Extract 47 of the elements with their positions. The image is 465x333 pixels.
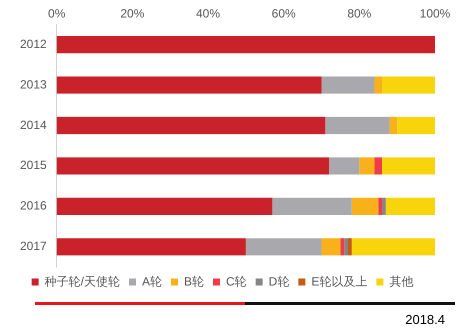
- x-tick-label: 100%: [420, 6, 451, 21]
- legend-label: C轮: [226, 274, 247, 288]
- bar: [352, 198, 378, 215]
- bar: [382, 198, 386, 215]
- bar: [56, 116, 326, 134]
- bar: [378, 198, 382, 215]
- bar: [322, 76, 374, 94]
- bar: [359, 157, 374, 175]
- legend-label: 其他: [389, 274, 414, 288]
- bar: [329, 157, 360, 175]
- bar: [348, 238, 352, 256]
- text: 2018.4: [405, 312, 445, 327]
- y-tick-label: 2012: [20, 36, 48, 51]
- bar: [56, 76, 322, 94]
- x-tick-label: 80%: [347, 6, 372, 21]
- bar: [390, 116, 398, 134]
- y-tick-label: 2017: [20, 239, 48, 254]
- y-tick-label: 2013: [20, 77, 48, 92]
- bar: [344, 238, 348, 256]
- y-tick-label: 2016: [20, 198, 48, 213]
- bar: [322, 238, 340, 256]
- legend-label: E轮以及上: [311, 274, 368, 288]
- x-tick-label: 40%: [196, 6, 220, 21]
- bar: [382, 157, 435, 175]
- x-tick-label: 20%: [120, 6, 145, 21]
- legend-label: D轮: [268, 274, 290, 288]
- y-tick-label: 2014: [20, 118, 48, 132]
- bar: [246, 238, 322, 256]
- bar: [56, 157, 330, 175]
- bar: [340, 238, 344, 256]
- bar: [352, 238, 435, 256]
- x-tick-label: 0%: [48, 6, 66, 21]
- bar: [272, 198, 352, 215]
- bar: [382, 76, 435, 94]
- bar: [56, 36, 435, 54]
- legend-label: B轮: [184, 274, 204, 288]
- bar: [325, 116, 390, 134]
- legend-label: 种子轮/天使轮: [44, 274, 120, 288]
- y-tick-label: 2015: [20, 158, 48, 172]
- x-tick-label: 60%: [272, 6, 296, 21]
- legend-label: A轮: [142, 274, 162, 288]
- bar: [56, 198, 272, 215]
- bar: [374, 157, 382, 175]
- bar: [56, 238, 246, 256]
- bar: [397, 116, 435, 134]
- bar: [386, 198, 435, 215]
- bar: [374, 76, 382, 94]
